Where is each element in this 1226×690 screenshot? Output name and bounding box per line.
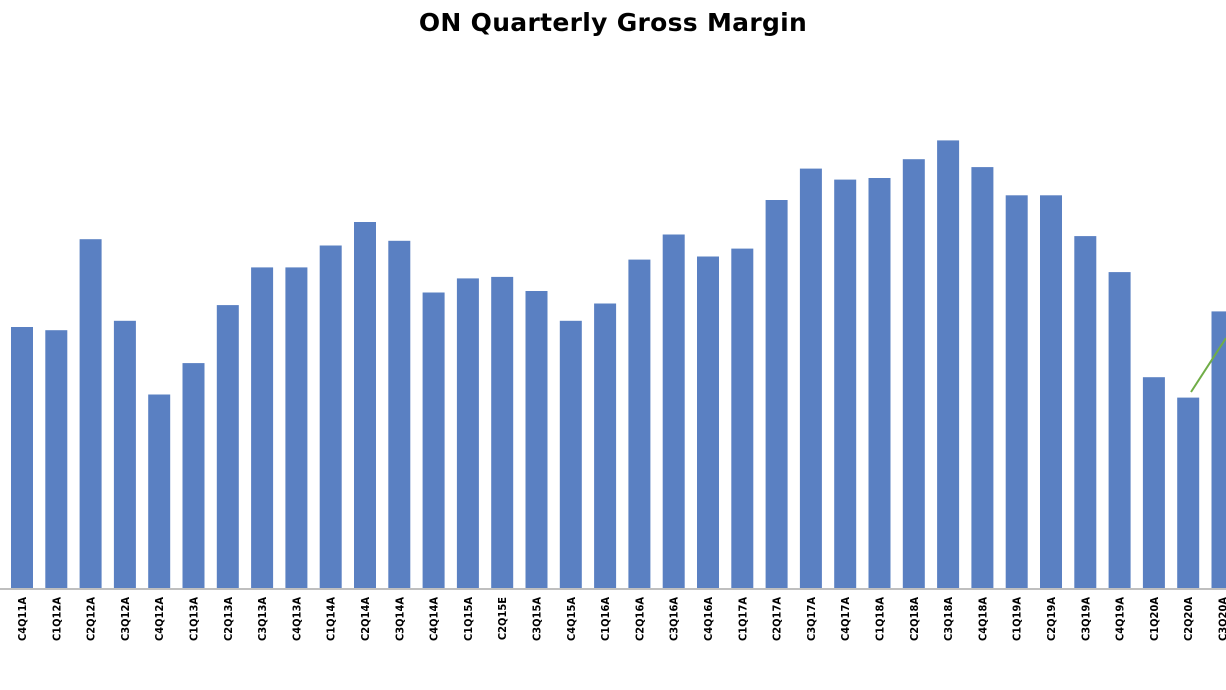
bar-c3q17a	[799, 168, 822, 589]
x-tick-label: C4Q19A	[1114, 597, 1127, 641]
x-tick-label: C2Q19A	[1045, 597, 1058, 641]
x-tick-label: C3Q13A	[256, 597, 269, 641]
bar-c3q20a	[1211, 311, 1226, 589]
bar-c4q14a	[422, 292, 445, 589]
x-tick-label: C3Q14A	[393, 597, 406, 641]
x-tick-label: C3Q19A	[1079, 597, 1092, 641]
bar-c4q15a	[559, 320, 582, 589]
trend-annotation-line	[1190, 337, 1226, 393]
bar-c2q15e	[491, 276, 514, 589]
x-tick-label: C1Q14A	[325, 597, 338, 641]
bar-c3q13a	[251, 267, 274, 589]
x-tick-label: C2Q16A	[633, 597, 646, 641]
x-tick-label: C1Q19A	[1011, 597, 1024, 641]
bar-c2q18a	[902, 159, 925, 589]
bar-c2q17a	[765, 200, 788, 589]
bar-c4q11a	[11, 327, 33, 589]
x-tick-label: C1Q13A	[188, 597, 201, 641]
bar-c2q16a	[628, 259, 651, 589]
bar-c2q20a	[1177, 397, 1200, 589]
x-tick-label: C1Q15A	[462, 597, 475, 641]
x-tick-label: C3Q15A	[531, 597, 544, 641]
bar-c3q15a	[525, 291, 548, 589]
x-tick-label: C4Q11A	[16, 597, 29, 641]
bar-c1q14a	[319, 245, 342, 589]
bar-c1q19a	[1005, 195, 1028, 590]
bar-c1q17a	[731, 248, 754, 589]
x-tick-label: C1Q18A	[874, 597, 887, 641]
bar-c2q13a	[216, 305, 239, 589]
x-tick-label: C2Q14A	[359, 597, 372, 641]
bar-c4q13a	[285, 267, 308, 589]
bar-c4q12a	[148, 394, 171, 589]
bar-c1q20a	[1142, 377, 1165, 589]
bar-c4q16a	[697, 256, 719, 589]
x-tick-label: C2Q15E	[496, 597, 509, 640]
bar-c1q12a	[45, 330, 68, 589]
x-tick-label: C2Q12A	[85, 597, 98, 641]
x-tick-label: C3Q18A	[942, 597, 955, 641]
x-tick-label: C4Q13A	[290, 597, 303, 641]
x-tick-label: C3Q12A	[119, 597, 132, 641]
bar-c3q19a	[1074, 236, 1097, 589]
bar-c4q18a	[971, 167, 994, 589]
bar-c2q12a	[79, 239, 102, 589]
x-tick-label: C1Q20A	[1148, 597, 1161, 641]
bar-c3q12a	[113, 320, 136, 589]
bar-c1q18a	[868, 178, 891, 589]
x-tick-label: C4Q16A	[702, 597, 715, 641]
bar-c3q14a	[388, 240, 411, 590]
chart-title: ON Quarterly Gross Margin	[418, 8, 808, 37]
x-tick-label: C1Q17A	[736, 597, 749, 641]
x-tick-label: C4Q17A	[839, 597, 852, 641]
bar-c1q15a	[456, 278, 479, 589]
bar-c1q16a	[594, 303, 617, 589]
x-tick-label: C1Q16A	[599, 597, 612, 641]
bar-c1q13a	[182, 363, 205, 589]
x-tick-label: C4Q18A	[976, 597, 989, 641]
x-tick-label: C2Q20A	[1182, 597, 1195, 641]
x-tick-label: C3Q17A	[805, 597, 818, 641]
bar-c4q19a	[1108, 272, 1131, 589]
x-tick-label: C4Q15A	[565, 597, 578, 641]
x-tick-label: C1Q12A	[50, 597, 63, 641]
x-tick-label: C2Q18A	[908, 597, 921, 641]
bar-c4q17a	[834, 179, 857, 589]
x-tick-label: C3Q20A	[1217, 597, 1226, 641]
bar-c3q18a	[937, 140, 960, 589]
x-tick-label: C2Q17A	[771, 597, 784, 641]
x-tick-label: C3Q16A	[668, 597, 681, 641]
x-tick-label: C2Q13A	[222, 597, 235, 641]
x-tick-label: C4Q12A	[153, 597, 166, 641]
tick-labels-layer: C4Q11A C1Q12A C2Q12A C3Q12A C4Q12A C1Q13A C2Q1…	[16, 597, 1226, 641]
bar-c2q14a	[354, 222, 376, 589]
bars-layer	[11, 140, 1226, 590]
bar-c2q19a	[1040, 195, 1062, 590]
bar-c3q16a	[662, 234, 685, 589]
x-tick-label: C4Q14A	[428, 597, 441, 641]
